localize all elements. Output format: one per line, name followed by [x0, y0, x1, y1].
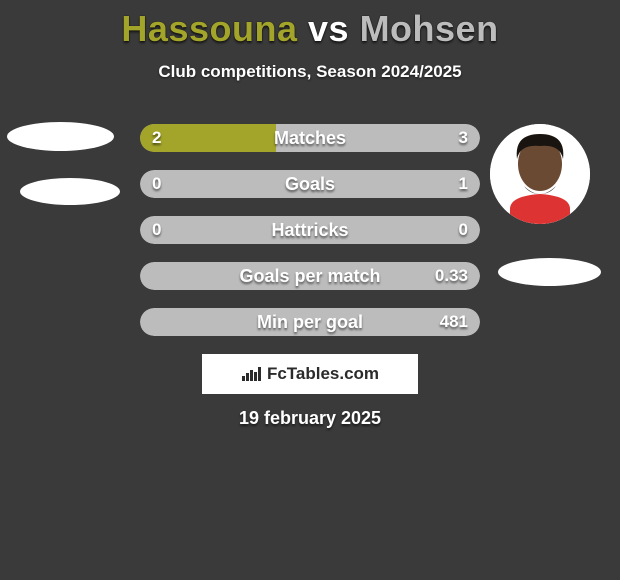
stat-row: Hattricks00	[140, 216, 480, 244]
title-player2: Mohsen	[360, 8, 499, 49]
stat-row: Min per goal481	[140, 308, 480, 336]
title-player1: Hassouna	[121, 8, 297, 49]
stat-row: Goals01	[140, 170, 480, 198]
stats-chart: Matches23 Goals01 Hattricks00 Goals per mat…	[140, 124, 480, 354]
avatar-icon	[490, 124, 590, 224]
bar-chart-icon	[241, 365, 263, 383]
subtitle: Club competitions, Season 2024/2025	[0, 62, 620, 82]
player1-badge-bottom	[20, 178, 120, 205]
brand-text: FcTables.com	[267, 364, 379, 384]
stat-row: Matches23	[140, 124, 480, 152]
player2-photo	[490, 124, 590, 224]
stat-bar-right	[140, 170, 480, 198]
player1-badge-top	[7, 122, 114, 151]
stat-row: Goals per match0.33	[140, 262, 480, 290]
stat-bar-right	[140, 308, 480, 336]
player2-badge-bottom	[498, 258, 601, 286]
brand-suffix: Tables.com	[287, 364, 379, 383]
brand-prefix: Fc	[267, 364, 287, 383]
title-vs: vs	[308, 8, 349, 49]
stat-bar-right	[140, 216, 480, 244]
stat-bar-left	[140, 124, 276, 152]
page-title: Hassouna vs Mohsen	[0, 0, 620, 50]
stat-bar-right	[140, 262, 480, 290]
date-text: 19 february 2025	[239, 408, 381, 429]
brand-link[interactable]: FcTables.com	[202, 354, 418, 394]
